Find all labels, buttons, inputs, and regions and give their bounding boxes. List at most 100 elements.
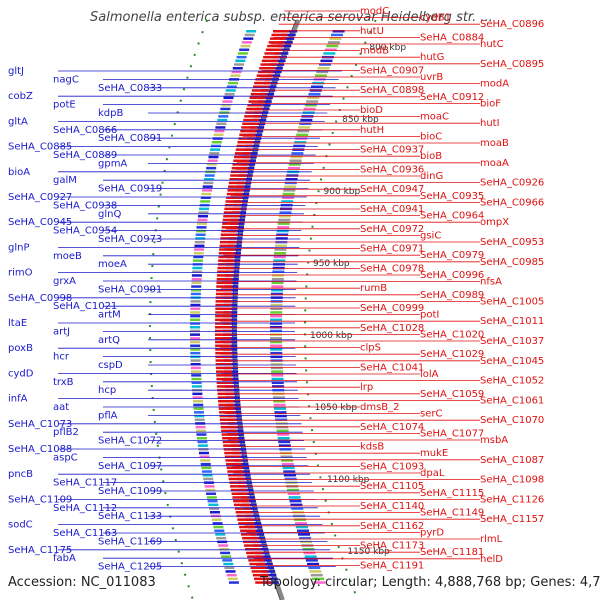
feature-block-outer <box>203 477 214 481</box>
left-gene-label: ltaE <box>8 318 27 329</box>
cds-block-right <box>216 281 233 285</box>
cds-block-left <box>252 118 267 122</box>
cds-block-right <box>221 429 238 433</box>
right-gene-label: potI <box>420 310 439 321</box>
cds-block-right <box>223 211 240 214</box>
cds-block-left <box>260 92 275 96</box>
cds-block-right <box>233 159 250 162</box>
cds-block-right <box>238 522 255 525</box>
feature-block-outer <box>190 311 201 314</box>
left-gene-label: artQ <box>98 335 120 346</box>
right-gene-label: serC <box>420 409 442 420</box>
right-gene-label: SeHA_C1061 <box>480 395 544 406</box>
feature-block-outer <box>192 396 203 399</box>
cds-block-right <box>226 192 243 196</box>
cds-block-right <box>245 548 262 551</box>
right-gene-label: SeHA_C0966 <box>480 197 544 208</box>
feature-block-outer <box>193 407 204 410</box>
feature-block-inner <box>270 337 283 340</box>
feature-block-inner <box>271 374 284 377</box>
left-gene-label: aspC <box>53 452 78 463</box>
feature-block-inner <box>277 433 290 436</box>
feature-block-outer <box>190 300 201 303</box>
feature-block-outer <box>191 289 202 292</box>
left-gene-label: aat <box>53 402 69 413</box>
feature-block-outer <box>234 63 245 66</box>
right-gene-label: modA <box>480 79 509 90</box>
cds-block-right <box>215 344 232 347</box>
left-gene-label: fabA <box>53 553 76 564</box>
feature-block-inner <box>284 477 297 481</box>
feature-block-inner <box>288 163 301 166</box>
feature-block-inner <box>270 318 283 322</box>
left-gene-label: SeHA_C0938 <box>53 200 117 211</box>
cds-block-left <box>278 41 293 44</box>
feature-block-outer <box>230 74 241 77</box>
right-gene-label: cydB1 <box>420 13 451 24</box>
cds-block-right <box>232 496 249 499</box>
feature-block-inner <box>271 381 284 384</box>
right-gene-label: SeHA_C0926 <box>480 178 544 189</box>
left-gene-label: SeHA_C0998 <box>8 293 72 304</box>
feature-block-outer <box>216 536 227 540</box>
feature-block-inner <box>308 566 321 569</box>
cds-block-right <box>264 52 281 55</box>
cds-block-right <box>253 85 270 88</box>
left-gene-label: pflA <box>98 410 118 421</box>
feature-block-outer <box>218 115 229 118</box>
feature-block-inner <box>278 218 291 222</box>
feature-block-inner <box>278 440 291 444</box>
cds-block-left <box>256 104 271 107</box>
feature-block-inner <box>293 144 306 148</box>
cds-block-right <box>239 525 256 529</box>
cds-block-left <box>255 107 270 111</box>
cds-block-right <box>257 70 274 74</box>
feature-block-inner <box>270 363 283 366</box>
cds-block-right <box>216 289 233 292</box>
feature-block-outer <box>208 155 219 159</box>
feature-block-inner <box>276 229 289 233</box>
left-gene-label: SeHA_C1021 <box>53 301 117 312</box>
feature-block-outer <box>190 318 201 322</box>
right-gene-label: SeHA_C0941 <box>360 204 424 215</box>
right-gene-label: hutH <box>360 125 384 136</box>
left-gene-label: glnP <box>8 242 30 253</box>
cds-block-left <box>270 63 285 66</box>
left-gene-label: SeHA_C0991 <box>98 284 162 295</box>
feature-block-inner <box>300 118 313 122</box>
right-gene-label: SeHA_C0953 <box>480 237 544 248</box>
cds-block-right <box>241 533 258 536</box>
cds-block-right <box>271 33 288 37</box>
feature-block-inner <box>304 104 317 107</box>
cds-block-right <box>247 104 264 107</box>
right-gene-label: lrp <box>360 382 373 393</box>
cds-block-right <box>243 118 260 122</box>
right-gene-label: SeHA_C1098 <box>480 475 544 486</box>
feature-block-outer <box>219 548 230 551</box>
right-gene-label: moaB <box>480 138 509 149</box>
feature-block-outer <box>215 533 226 536</box>
cds-block-right <box>217 270 234 273</box>
feature-block-outer <box>192 270 203 273</box>
cds-block-right <box>221 229 238 233</box>
feature-block-outer <box>236 55 247 59</box>
left-gene-label: SeHA_C0927 <box>8 192 72 203</box>
cds-block-left <box>263 577 278 581</box>
feature-block-inner <box>317 67 330 70</box>
cds-block-right <box>240 529 257 532</box>
cds-block-right <box>254 577 271 581</box>
right-gene-label: modC <box>360 6 389 17</box>
cds-block-right <box>228 185 245 188</box>
feature-block-inner <box>294 518 307 521</box>
feature-block-outer <box>246 30 257 33</box>
cds-block-right <box>215 348 232 351</box>
cds-block-right <box>246 107 263 111</box>
cds-block-right <box>248 100 265 103</box>
cds-block-left <box>261 570 276 573</box>
feature-block-inner <box>298 533 311 536</box>
left-gene-label: cobZ <box>8 91 33 102</box>
feature-block-inner <box>307 96 320 100</box>
feature-block-outer <box>205 488 216 492</box>
right-gene-label: SeHA_C1157 <box>480 514 544 525</box>
cds-block-right <box>239 133 256 137</box>
